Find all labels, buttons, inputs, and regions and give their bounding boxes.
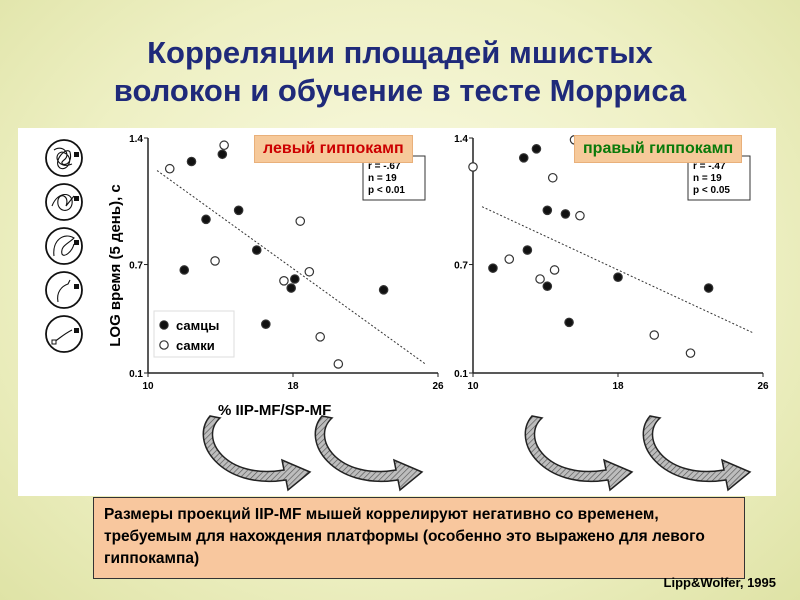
male-point (201, 214, 211, 225)
stats-text: n = 19 (368, 173, 397, 184)
x-tick-label: 18 (287, 381, 299, 392)
platform-marker (74, 196, 79, 201)
x-axis-label: % IIP-MF/SP-MF (218, 402, 331, 419)
citation: Lipp&Wolfer, 1995 (663, 575, 776, 590)
y-tick-label: 0.1 (454, 369, 468, 380)
male-point (703, 283, 714, 293)
female-point (333, 359, 344, 369)
female-point (547, 172, 558, 183)
stats-text: n = 19 (693, 173, 722, 184)
swim-path-icon (45, 183, 83, 221)
male-point (251, 245, 262, 255)
female-point (164, 163, 175, 174)
title-line-1: Корреляции площадей мшистых (147, 35, 653, 70)
figure-panel: 1.4 0.7 0.1 10 18 26 r = -.67 n = 19 p < 0.01 сам… (18, 128, 776, 496)
male-point (560, 209, 571, 219)
stats-text: p < 0.01 (368, 185, 405, 196)
female-point (649, 330, 660, 340)
x-tick-label: 26 (432, 381, 444, 392)
swim-trajectory (51, 193, 75, 211)
x-tick-label: 10 (467, 381, 479, 392)
title-line-2: волокон и обучение в тесте Морриса (113, 73, 687, 108)
male-point (518, 153, 529, 163)
female-point (295, 216, 306, 226)
female-point (279, 276, 289, 286)
swim-path-icon (45, 271, 83, 309)
stats-text: p < 0.05 (693, 185, 730, 196)
male-point (378, 285, 389, 295)
platform-marker (74, 152, 79, 157)
stats-box (362, 155, 426, 201)
curved-arrow-icon (202, 415, 312, 492)
male-point (233, 205, 244, 216)
y-tick-label: 0.1 (129, 369, 143, 380)
male-point (531, 144, 542, 154)
platform-marker (74, 328, 79, 333)
x-tick-label: 10 (142, 381, 154, 392)
female-point (504, 254, 515, 264)
platform-marker (74, 284, 79, 289)
male-point (488, 263, 498, 273)
curved-arrow-icon (524, 415, 634, 492)
male-point (261, 319, 271, 329)
legend-male-label: самцы (176, 318, 219, 333)
swim-trajectory (57, 279, 71, 303)
male-point (286, 283, 296, 293)
female-point (685, 348, 696, 358)
stats-text: r = -.47 (693, 161, 726, 172)
legend-box (153, 310, 235, 358)
y-tick-label: 0.7 (454, 261, 468, 272)
female-point (210, 256, 220, 266)
stats-box (687, 155, 751, 201)
male-point (186, 156, 197, 167)
male-point (542, 205, 553, 216)
right-hippocampus-label: правый гиппокамп (574, 135, 743, 163)
legend-male-marker (159, 320, 169, 330)
female-point (304, 266, 315, 277)
swim-trajectory (53, 147, 73, 170)
caption-box: Размеры проекций IIP-MF мышей коррелирую… (93, 497, 745, 579)
female-point (575, 210, 585, 221)
female-point (549, 265, 560, 275)
curved-arrow-icon (314, 415, 424, 492)
female-point (468, 162, 478, 172)
slide-title: Корреляции площадей мшистых волокон и об… (0, 34, 800, 110)
male-point (179, 265, 190, 275)
stats-text: r = -.67 (368, 161, 401, 172)
legend-female-label: самки (176, 338, 215, 353)
x-tick-label: 26 (757, 381, 769, 392)
y-tick-label: 0.7 (129, 261, 143, 272)
left-hippocampus-label: левый гиппокамп (254, 135, 413, 163)
male-point (217, 149, 228, 160)
male-point (290, 274, 300, 284)
swim-path-icon (45, 315, 83, 353)
curved-arrow-icon (642, 415, 752, 492)
trend-line (156, 170, 426, 365)
male-point (613, 272, 623, 282)
legend-female-marker (159, 340, 169, 350)
start-marker (51, 339, 57, 345)
female-point (315, 332, 325, 342)
male-point (522, 245, 533, 255)
swim-trajectory (53, 235, 75, 257)
platform-marker (74, 240, 79, 245)
male-point (542, 281, 553, 292)
y-axis-label: LOG время (5 день), с (107, 184, 124, 347)
trend-line (481, 206, 755, 334)
y-tick-label: 1.4 (129, 134, 143, 145)
female-point (219, 140, 229, 151)
male-point (564, 317, 574, 328)
female-point (535, 274, 545, 284)
swim-path-icon (45, 139, 83, 177)
y-tick-label: 1.4 (454, 134, 468, 145)
x-tick-label: 18 (612, 381, 624, 392)
scatter-charts: 1.40.70.110 18 26r = -.67n = 19p < 0.01сам… (45, 134, 769, 492)
